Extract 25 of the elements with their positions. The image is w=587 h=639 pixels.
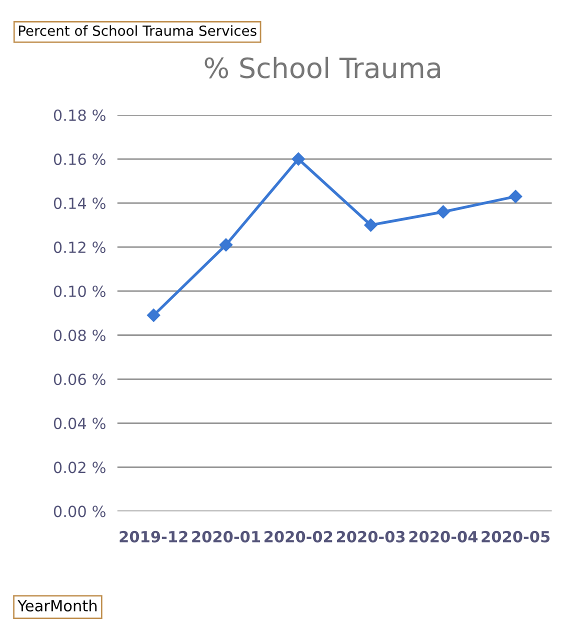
y-tick-label: 0.00 % [54, 506, 106, 518]
point [219, 238, 233, 252]
y-tick-label: 0.14 % [54, 198, 106, 210]
point [508, 190, 522, 204]
x-tick-label: 2020-01 [192, 530, 260, 542]
x-tick-label: 2020-02 [264, 530, 332, 542]
x-tick-label: 2020-03 [336, 530, 405, 542]
chart-title: % School Trauma [204, 56, 440, 78]
y-tick-label: 0.04 % [54, 418, 106, 430]
x-tick-label: 2019-12 [120, 530, 188, 542]
x-tick-label: 2020-04 [409, 530, 478, 542]
y-tick-label: 0.12 % [54, 242, 106, 254]
text: YearMonth [18, 600, 97, 612]
point [147, 308, 160, 322]
point [364, 218, 378, 232]
y-tick-label: 0.18 % [54, 109, 106, 122]
point [292, 152, 305, 166]
y-tick-label: 0.06 % [54, 374, 106, 386]
y-tick-label: 0.16 % [54, 154, 106, 166]
text: Percent of School Trauma Services [18, 25, 256, 36]
y-tick-label: 0.02 % [54, 462, 106, 474]
y-tick-label: 0.08 % [54, 330, 106, 342]
y-tick-label: 0.10 % [54, 286, 106, 298]
point [436, 205, 450, 218]
x-tick-label: 2020-05 [482, 530, 550, 542]
